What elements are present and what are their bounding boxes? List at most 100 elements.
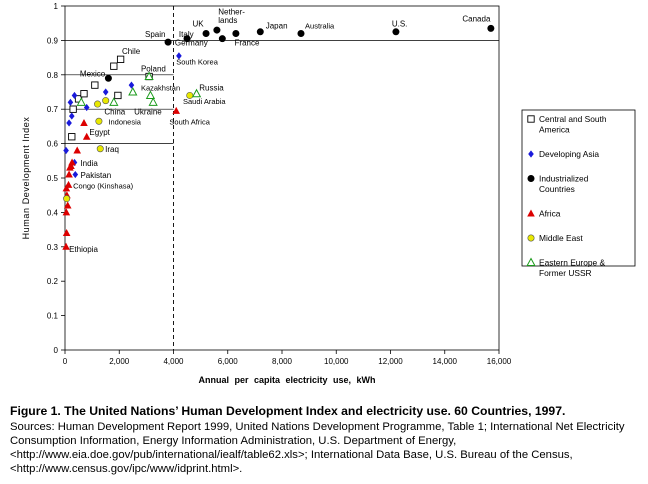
- developing-asia-point: [128, 81, 135, 89]
- industrialized-countries-point: [104, 74, 112, 82]
- plot-area: [64, 5, 500, 351]
- country-label: Chile: [122, 47, 141, 56]
- central-and-south-america-point: [91, 81, 99, 89]
- country-label: India: [80, 159, 98, 168]
- africa-point: [73, 146, 82, 154]
- legend-marker-central-and-south-america: [527, 115, 535, 123]
- x-tick-label: 0: [63, 357, 68, 366]
- developing-asia-point: [66, 119, 72, 127]
- country-label: Nether-: [218, 8, 245, 17]
- y-tick-label: 0.8: [47, 71, 59, 80]
- country-label: Iraq: [105, 145, 119, 154]
- legend-box: [521, 109, 636, 267]
- country-label: Russia: [199, 83, 224, 92]
- country-label: South Korea: [176, 57, 219, 66]
- country-label: Japan: [266, 21, 288, 30]
- x-tick-label: 10,000: [324, 357, 349, 366]
- middle-east-point: [102, 97, 110, 105]
- middle-east-point: [95, 117, 103, 125]
- africa-point: [63, 201, 72, 209]
- industrialized-countries-point: [183, 35, 191, 43]
- y-tick-label: 0.3: [47, 243, 59, 252]
- central-and-south-america-point: [80, 90, 88, 98]
- country-label: Saudi Arabia: [183, 97, 226, 106]
- industrialized-countries-point: [392, 28, 400, 36]
- x-tick-label: 2,000: [109, 357, 130, 366]
- africa-point: [172, 106, 181, 114]
- africa-point: [68, 158, 76, 166]
- country-label: Ethiopia: [69, 245, 98, 254]
- eastern-europe-former-ussr-point: [145, 90, 156, 99]
- industrialized-countries-point: [232, 30, 240, 38]
- africa-point: [80, 118, 88, 126]
- legend: Central and South America Developing Asia I…: [521, 109, 636, 278]
- africa-point: [64, 180, 73, 188]
- hdi-electricity-chart: 0 0.1 0.2 0.3 0.4 0.5 0.6 0.7 0.8 0.9 1 0 2,000 4,000…: [21, 2, 636, 385]
- country-label: U.S.: [392, 20, 408, 29]
- x-tick-label: 8,000: [272, 357, 293, 366]
- central-and-south-america-point: [68, 133, 76, 141]
- middle-east-point: [63, 195, 71, 203]
- country-label: Spain: [145, 30, 165, 39]
- country-label: France: [235, 39, 260, 48]
- chart-axes: 0 0.1 0.2 0.3 0.4 0.5 0.6 0.7 0.8 0.9 1 0 2,000 4,000…: [47, 2, 512, 366]
- central-and-south-america-point: [114, 91, 122, 100]
- africa-point: [62, 242, 70, 250]
- country-label: Italy: [179, 30, 194, 39]
- eastern-europe-former-ussr-point: [128, 86, 138, 96]
- developing-asia-point: [68, 112, 75, 120]
- y-tick-label: 0.1: [47, 312, 59, 321]
- country-label: Canada: [462, 14, 491, 23]
- industrialized-countries-point: [218, 35, 226, 43]
- developing-asia-point: [71, 91, 78, 100]
- x-axis-label: Annual per capita electricity use, kWh: [198, 375, 375, 385]
- legend-marker-eastern-europe-former-ussr: [526, 257, 536, 266]
- africa-point: [62, 208, 71, 216]
- country-label: South Africa: [169, 118, 210, 127]
- y-tick-label: 0.2: [47, 277, 59, 286]
- x-tick-label: 4,000: [163, 357, 184, 366]
- y-tick-label: 0.5: [47, 174, 59, 183]
- industrialized-countries-point: [213, 26, 221, 34]
- legend-marker-industrialized-countries: [527, 175, 535, 183]
- legend-label-developing-asia: Developing Asia: [539, 149, 599, 159]
- eastern-europe-former-ussr-point: [148, 97, 158, 106]
- country-label: Indonesia: [108, 118, 141, 127]
- developing-asia-point: [63, 146, 69, 155]
- middle-east-point: [94, 100, 102, 108]
- country-label: Mexico: [80, 70, 106, 79]
- country-label: Poland: [141, 64, 166, 73]
- x-tick-label: 12,000: [378, 357, 403, 366]
- legend-marker-developing-asia: [528, 150, 534, 158]
- y-tick-label: 0.6: [47, 140, 59, 149]
- country-label: Ukraine: [134, 107, 162, 116]
- y-tick-label: 0.7: [47, 105, 59, 114]
- central-and-south-america-point: [110, 62, 118, 70]
- central-and-south-america-point: [116, 55, 125, 63]
- eastern-europe-former-ussr-point: [144, 71, 154, 81]
- middle-east-point: [96, 145, 104, 153]
- africa-point: [62, 229, 71, 237]
- x-tick-label: 14,000: [433, 357, 458, 366]
- y-axis-label: Human Development Index: [21, 117, 31, 240]
- legend-marker-middle-east: [527, 234, 535, 242]
- y-tick-label: 0: [54, 346, 59, 355]
- country-label: Egypt: [89, 128, 110, 137]
- figure-caption: Figure 1. The United Nations’ Human Deve…: [10, 404, 644, 476]
- y-tick-label: 1: [54, 2, 59, 11]
- developing-asia-point: [176, 52, 182, 60]
- central-and-south-america-point: [69, 105, 77, 113]
- industrialized-countries-point: [297, 30, 305, 38]
- industrialized-countries-point: [487, 24, 495, 32]
- x-tick-label: 16,000: [487, 357, 512, 366]
- country-label: China: [104, 107, 125, 116]
- eastern-europe-former-ussr-point: [76, 97, 86, 106]
- country-label: Australia: [305, 21, 335, 30]
- legend-marker-africa: [527, 209, 535, 217]
- africa-point: [82, 132, 91, 140]
- country-label: Kazakhstan: [141, 83, 180, 92]
- x-tick-label: 6,000: [218, 357, 239, 366]
- developing-asia-point: [67, 98, 74, 106]
- country-label: Congo (Kinshasa): [73, 181, 134, 190]
- y-tick-label: 0.4: [47, 208, 59, 217]
